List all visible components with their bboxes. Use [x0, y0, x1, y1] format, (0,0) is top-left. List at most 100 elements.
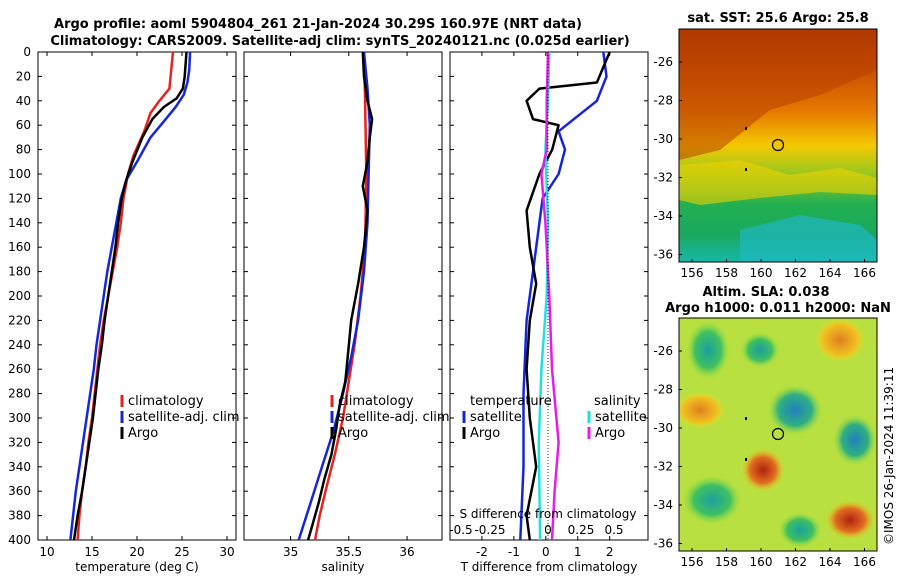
sst-map-frame: [678, 28, 878, 263]
map-x-tick-label: 156: [681, 555, 704, 569]
x-ticks: 10 15 20 25 30 35 35.5 36 -2 -1 0 1 2: [39, 52, 613, 559]
series-line-argo: [306, 51, 374, 541]
sla-eddy: [767, 384, 823, 436]
legend-argo: Argo: [338, 426, 368, 441]
s-tick-label: 0.5: [604, 523, 623, 537]
x-tick-label: 10: [39, 545, 54, 559]
x-tick-label: 15: [84, 545, 99, 559]
map-x-tick-label: 164: [819, 266, 842, 280]
series-line-satellite: [297, 51, 372, 541]
x-tick-label: -2: [476, 545, 488, 559]
map-y-tick-label: -34: [653, 498, 673, 512]
sla-eddy: [815, 318, 865, 362]
temperature-legend: climatology satellite-adj. clim Argo: [120, 394, 240, 441]
legend-satellite: satellite-adj. clim: [338, 410, 450, 425]
legend-temperature-title: temperature: [470, 394, 552, 409]
map-y-tick-label: -30: [653, 421, 673, 435]
difference-legend: temperature satellite Argo salinity sate…: [462, 394, 647, 441]
map-x-tick-label: 158: [715, 555, 738, 569]
series-line-argo: [72, 51, 188, 541]
map-x-tick-label: 162: [784, 266, 807, 280]
sla-map-frame: [678, 317, 878, 552]
difference-xlabel: T difference from climatology: [460, 560, 638, 574]
temperature-axes: [37, 51, 237, 541]
depth-tick-label: 120: [8, 191, 31, 205]
salinity-axes: [243, 51, 443, 541]
series-line-satellite: [69, 51, 192, 541]
sst-track-dot: [745, 168, 747, 171]
x-tick-label: 1: [574, 545, 582, 559]
sla-eddy: [778, 512, 822, 548]
title-line-1: Argo profile: aoml 5904804_261 21-Jan-20…: [54, 17, 582, 32]
sst-track-dot: [745, 127, 747, 130]
x-tick-label: 35.5: [335, 545, 362, 559]
map-x-tick-label: 164: [819, 555, 842, 569]
depth-tick-label: 100: [8, 167, 31, 181]
sla-eddy: [825, 500, 875, 540]
depth-tick-label: 80: [16, 143, 31, 157]
depth-tick-label: 320: [8, 435, 31, 449]
series-line-argo_s: [540, 51, 560, 541]
map-x-tick-label: 158: [715, 266, 738, 280]
depth-tick-label: 400: [8, 533, 31, 547]
sst-map-ticks: 156 158 160 162 164 166 -26 -28 -30 -32 -34 -36: [653, 55, 876, 280]
sla-eddy: [686, 320, 730, 380]
map-x-tick-label: 166: [853, 555, 876, 569]
sla-eddy: [740, 332, 780, 368]
depth-tick-label: 220: [8, 313, 31, 327]
map-x-tick-label: 160: [750, 266, 773, 280]
x-tick-label: 35: [283, 545, 298, 559]
sst-float-marker: [771, 138, 785, 152]
depth-tick-label: 260: [8, 362, 31, 376]
sla-map-title-1: Altim. SLA: 0.038: [703, 285, 830, 300]
map-x-tick-label: 160: [750, 555, 773, 569]
salinity-xlabel: salinity: [321, 560, 364, 574]
sla-eddy: [741, 448, 785, 492]
sst-yellow-band: [679, 160, 877, 205]
legend-t-satellite: satellite: [470, 410, 522, 425]
map-y-tick-label: -26: [653, 344, 673, 358]
depth-tick-label: 60: [16, 118, 31, 132]
series-line-argo: [525, 51, 611, 541]
map-y-tick-label: -34: [653, 209, 673, 223]
s-tick-label: 0: [544, 523, 552, 537]
legend-satellite: satellite-adj. clim: [128, 410, 240, 425]
series-line-satellite: [519, 51, 608, 541]
legend-t-argo: Argo: [470, 426, 500, 441]
map-x-tick-label: 162: [784, 555, 807, 569]
x-tick-label: -1: [508, 545, 520, 559]
map-x-tick-label: 156: [681, 266, 704, 280]
sst-warm-patch: [679, 29, 877, 160]
depth-tick-label: 360: [8, 484, 31, 498]
map-x-tick-label: 166: [853, 266, 876, 280]
depth-tick-label: 140: [8, 216, 31, 230]
sla-map-ticks: 156 158 160 162 164 166 -26 -28 -30 -32 -34 -36: [653, 344, 876, 569]
s-difference-ticks: -0.5 -0.25 0 0.25 0.5: [449, 523, 623, 537]
depth-tick-label: 200: [8, 289, 31, 303]
depth-tick-label: 300: [8, 411, 31, 425]
series-line-climatology: [313, 51, 368, 541]
depth-tick-label: 160: [8, 240, 31, 254]
title-line-2: Climatology: CARS2009. Satellite-adj cli…: [50, 34, 629, 49]
sla-track-dot: [745, 417, 747, 420]
depth-tick-label: 340: [8, 460, 31, 474]
map-y-tick-label: -32: [653, 171, 673, 185]
x-tick-label: 36: [399, 545, 414, 559]
sla-float-marker: [771, 427, 785, 441]
map-y-tick-label: -26: [653, 55, 673, 69]
depth-tick-label: 20: [16, 69, 31, 83]
legend-s-satellite: satellite: [595, 410, 647, 425]
series-lines: [69, 51, 611, 541]
sla-eddy: [682, 475, 742, 525]
x-tick-label: 25: [174, 545, 189, 559]
legend-climatology: climatology: [128, 394, 204, 409]
sst-map-title: sat. SST: 25.6 Argo: 25.8: [687, 11, 868, 26]
salinity-legend: climatology satellite-adj. clim Argo: [330, 394, 450, 441]
map-y-tick-label: -28: [653, 383, 673, 397]
depth-tick-label: 380: [8, 509, 31, 523]
map-y-tick-label: -32: [653, 460, 673, 474]
s-tick-label: -0.5: [449, 523, 472, 537]
depth-tick-label: 240: [8, 338, 31, 352]
legend-argo: Argo: [128, 426, 158, 441]
